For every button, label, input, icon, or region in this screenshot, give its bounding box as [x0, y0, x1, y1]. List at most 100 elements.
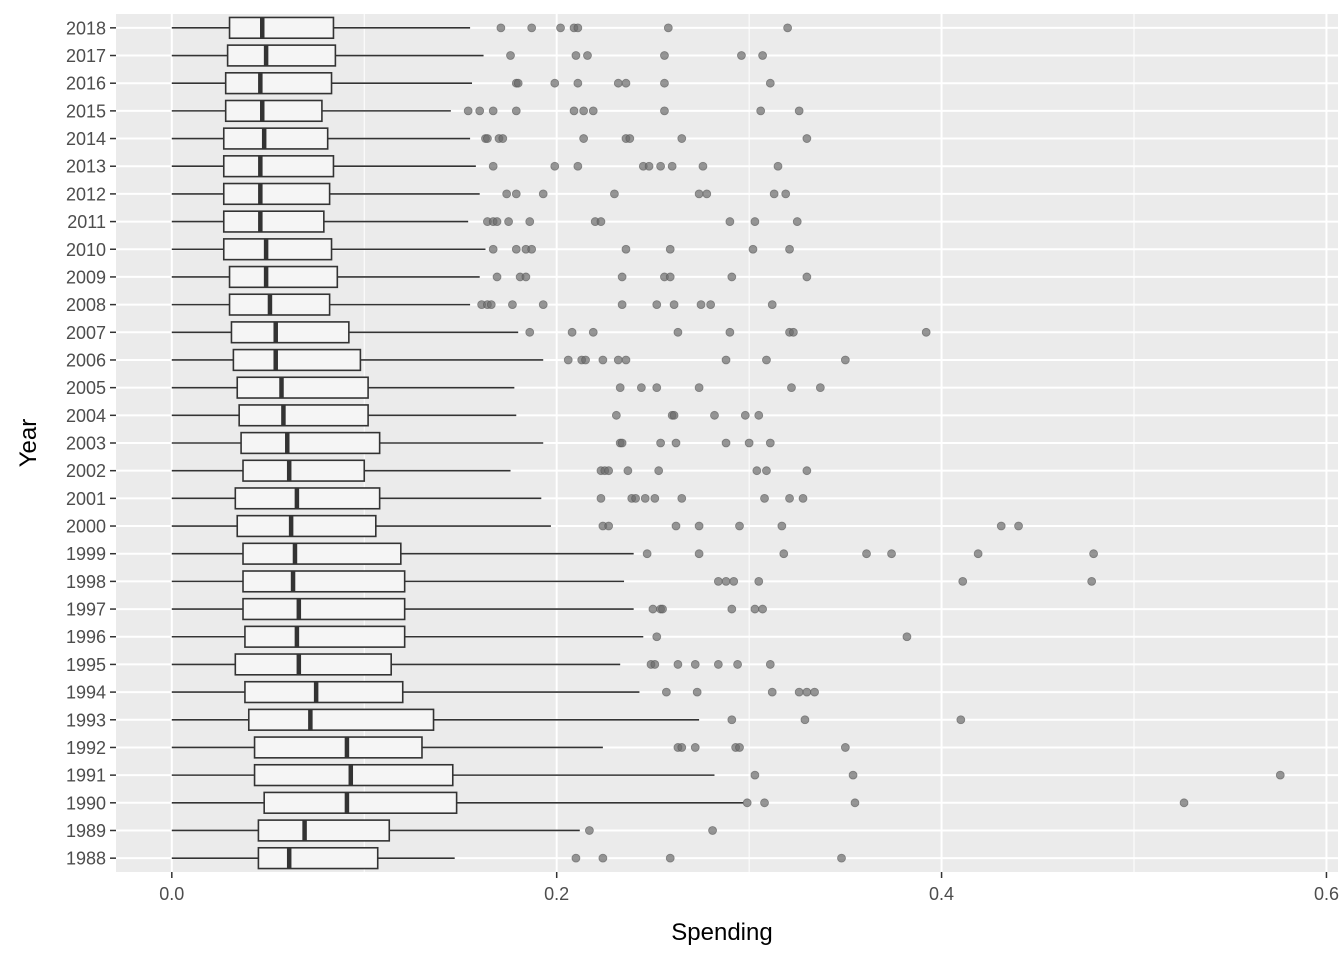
outlier-point — [840, 743, 850, 752]
outlier-point — [810, 687, 819, 697]
outlier-point — [660, 51, 669, 60]
outlier-point — [802, 272, 812, 282]
outlier-point — [708, 826, 717, 835]
outlier-point — [617, 300, 627, 310]
outlier-point — [792, 217, 802, 226]
outlier-point — [527, 23, 537, 33]
x-tick-label: 0.2 — [544, 884, 569, 904]
outlier-point — [862, 549, 871, 559]
outlier-point — [669, 300, 679, 310]
outlier-point — [729, 576, 739, 586]
box-iqr — [222, 182, 331, 206]
outlier-point — [488, 161, 498, 171]
outlier-point — [740, 410, 750, 420]
y-tick-label: 2000 — [66, 517, 106, 537]
outlier-point — [511, 106, 521, 116]
outlier-point — [550, 161, 560, 171]
box-iqr — [222, 238, 333, 261]
outlier-point — [785, 244, 794, 254]
outlier-point — [887, 549, 896, 559]
outlier-point — [660, 106, 669, 116]
outlier-point — [706, 300, 716, 310]
outlier-point — [663, 23, 673, 33]
y-tick-label: 2008 — [66, 295, 106, 315]
box-iqr — [253, 736, 423, 759]
outlier-point — [588, 106, 598, 116]
outlier-point — [815, 383, 825, 393]
outlier-point — [840, 355, 850, 365]
y-tick-label: 2009 — [66, 267, 106, 287]
outlier-point — [642, 549, 652, 559]
box-iqr — [232, 348, 362, 372]
outlier-point — [488, 106, 498, 116]
outlier-point — [617, 438, 627, 448]
y-tick-label: 2006 — [66, 350, 106, 370]
y-tick-label: 2005 — [66, 378, 106, 398]
outlier-point — [800, 715, 810, 725]
x-axis-title: Spending — [671, 919, 772, 946]
outlier-point — [498, 134, 508, 143]
outlier-point — [631, 493, 640, 503]
box-iqr — [263, 791, 458, 814]
outlier-point — [802, 134, 812, 143]
outlier-point — [713, 660, 723, 669]
outlier-point — [496, 23, 506, 33]
outlier-point — [650, 493, 660, 503]
box-iqr — [240, 431, 381, 455]
outlier-point — [661, 687, 671, 697]
box-iqr — [247, 708, 435, 731]
outlier-point — [742, 798, 752, 808]
y-tick-label: 1996 — [66, 627, 106, 647]
outlier-point — [511, 244, 521, 254]
outlier-point — [585, 826, 594, 835]
outlier-point — [598, 853, 608, 863]
outlier-point — [762, 355, 771, 365]
outlier-point — [671, 521, 681, 531]
outlier-point — [779, 549, 789, 559]
outlier-point — [760, 493, 769, 503]
box-iqr — [242, 597, 406, 621]
outlier-point — [725, 327, 735, 337]
box-iqr — [234, 487, 381, 510]
box-iqr — [234, 653, 392, 676]
outlier-point — [750, 770, 760, 780]
outlier-point — [694, 189, 704, 199]
outlier-point — [598, 355, 608, 365]
outlier-point — [621, 78, 631, 88]
y-tick-label: 1989 — [66, 821, 106, 841]
outlier-point — [521, 272, 531, 282]
y-tick-label: 2012 — [66, 184, 106, 204]
outlier-point — [677, 493, 687, 503]
outlier-point — [677, 134, 687, 143]
outlier-point — [636, 383, 646, 393]
y-tick-label: 2002 — [66, 461, 106, 481]
outlier-point — [698, 161, 708, 171]
outlier-point — [488, 244, 498, 254]
outlier-point — [665, 853, 675, 863]
outlier-point — [563, 355, 573, 365]
outlier-point — [727, 715, 737, 725]
outlier-point — [737, 51, 746, 60]
outlier-point — [492, 272, 502, 282]
outlier-point — [652, 632, 662, 642]
box-iqr — [257, 819, 391, 842]
outlier-point — [579, 106, 589, 116]
outlier-point — [486, 300, 496, 310]
outlier-point — [648, 604, 658, 614]
outlier-point — [692, 687, 702, 697]
outlier-point — [623, 466, 633, 476]
outlier-point — [475, 106, 485, 116]
outlier-point — [525, 327, 535, 337]
box-iqr — [224, 72, 333, 95]
y-tick-label: 2001 — [66, 489, 106, 509]
outlier-point — [671, 438, 681, 448]
y-tick-label: 2011 — [67, 212, 106, 232]
outlier-point — [781, 189, 791, 199]
outlier-point — [506, 51, 515, 60]
outlier-point — [621, 355, 631, 365]
y-axis: 1988 1989 1990 1991 1992 1993 1994 1995 1996 1997… — [66, 18, 116, 869]
outlier-point — [837, 853, 846, 863]
outlier-point — [702, 189, 712, 199]
outlier-point — [669, 410, 679, 420]
box-iqr — [242, 542, 402, 565]
